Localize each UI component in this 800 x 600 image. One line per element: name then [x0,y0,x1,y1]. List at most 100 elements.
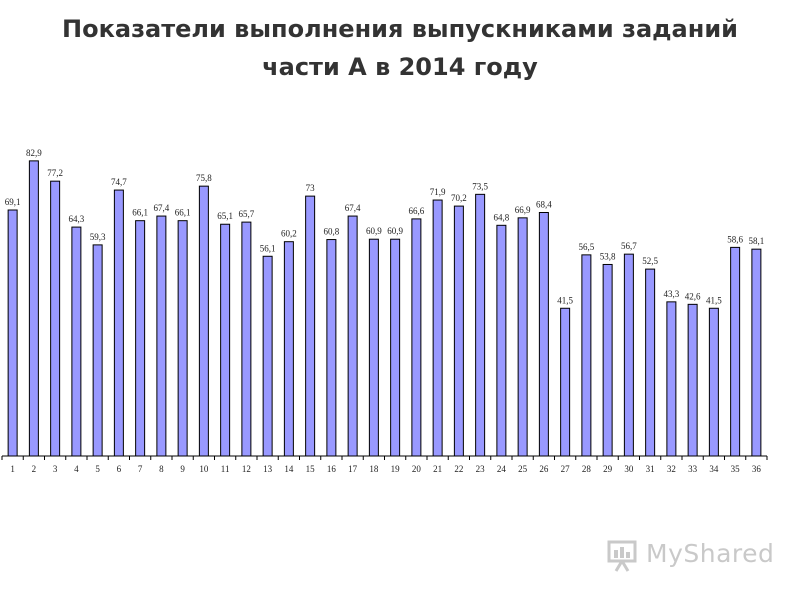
value-label-28: 56,5 [579,242,595,252]
chart-title-line2: части А в 2014 году [262,53,538,81]
value-label-8: 67,4 [154,203,170,213]
x-tick-label-36: 36 [752,464,762,474]
bar-17 [347,215,358,457]
value-label-16: 60,8 [324,227,340,237]
bar-1 [7,209,18,457]
bar-8 [156,215,167,457]
value-label-13: 56,1 [260,243,276,253]
x-tick-label-8: 8 [159,464,164,474]
bar-3 [50,180,61,457]
bar-26 [538,212,549,457]
bar-6 [113,189,124,457]
value-label-20: 66,6 [409,206,425,216]
value-label-11: 65,1 [217,211,233,221]
value-label-18: 60,9 [366,226,382,236]
value-label-14: 60,2 [281,229,297,239]
value-label-25: 66,9 [515,205,531,215]
x-tick-label-16: 16 [327,464,337,474]
x-tick-label-24: 24 [497,464,507,474]
bar-24 [496,224,507,457]
x-tick-label-17: 17 [348,464,358,474]
bar-11 [220,223,231,457]
bar-21 [432,199,443,457]
bar-2 [28,160,39,457]
bar-35 [730,246,741,457]
x-tick-label-18: 18 [369,464,379,474]
value-label-23: 73,5 [472,181,488,191]
x-tick-label-2: 2 [32,464,37,474]
bar-32 [666,301,677,457]
value-label-31: 52,5 [642,256,658,266]
value-label-7: 66,1 [132,208,148,218]
x-tick-label-22: 22 [454,464,463,474]
bar-33 [687,303,698,457]
bar-27 [560,307,571,457]
x-tick-label-3: 3 [53,464,58,474]
x-tick-label-6: 6 [117,464,122,474]
x-tick-label-9: 9 [180,464,185,474]
x-tick-label-30: 30 [624,464,634,474]
value-label-34: 41,5 [706,295,722,305]
value-label-35: 58,6 [727,234,743,244]
bar-12 [241,221,252,457]
value-label-3: 77,2 [47,168,63,178]
chart-title-line1: Показатели выполнения выпускниками задан… [62,15,738,43]
value-label-24: 64,8 [494,212,510,222]
x-tick-label-13: 13 [263,464,273,474]
bar-34 [708,307,719,457]
value-label-4: 64,3 [69,214,85,224]
bar-25 [517,217,528,457]
bar-9 [177,220,188,457]
value-label-36: 58,1 [749,236,765,246]
bar-10 [198,185,209,457]
value-label-2: 82,9 [26,148,42,158]
x-tick-label-7: 7 [138,464,143,474]
bar-14 [283,241,294,457]
bar-20 [411,218,422,457]
value-label-1: 69,1 [5,197,21,207]
value-label-29: 53,8 [600,251,616,261]
x-tick-label-1: 1 [10,464,15,474]
value-label-32: 43,3 [664,289,680,299]
x-tick-label-23: 23 [476,464,486,474]
x-tick-label-20: 20 [412,464,422,474]
value-label-15: 73 [306,183,316,193]
watermark: MyShared [606,537,774,573]
bar-5 [92,244,103,457]
bar-29 [602,263,613,457]
x-tick-label-4: 4 [74,464,79,474]
chart-title: Показатели выполнения выпускниками задан… [0,10,800,86]
value-label-5: 59,3 [90,232,106,242]
value-label-33: 42,6 [685,291,701,301]
value-label-12: 65,7 [239,209,255,219]
value-label-26: 68,4 [536,200,552,210]
bar-18 [368,238,379,457]
value-label-21: 71,9 [430,187,446,197]
x-tick-label-11: 11 [221,464,230,474]
value-label-19: 60,9 [387,226,403,236]
bar-36 [751,248,762,457]
x-tick-label-19: 19 [391,464,401,474]
watermark-text: MyShared [646,539,775,568]
x-tick-label-31: 31 [646,464,655,474]
presentation-icon [607,540,637,572]
x-tick-label-29: 29 [603,464,613,474]
value-label-30: 56,7 [621,241,637,251]
x-tick-label-32: 32 [667,464,676,474]
bar-7 [135,220,146,457]
value-label-6: 74,7 [111,177,127,187]
x-tick-label-25: 25 [518,464,528,474]
x-tick-label-28: 28 [582,464,592,474]
x-tick-label-27: 27 [561,464,571,474]
bar-23 [475,193,486,457]
value-label-10: 75,8 [196,173,212,183]
x-tick-label-26: 26 [539,464,549,474]
x-tick-label-10: 10 [199,464,209,474]
bar-22 [453,205,464,457]
x-tick-label-12: 12 [242,464,251,474]
x-tick-label-34: 34 [709,464,719,474]
x-tick-label-15: 15 [306,464,316,474]
bar-31 [645,268,656,457]
bar-4 [71,226,82,457]
